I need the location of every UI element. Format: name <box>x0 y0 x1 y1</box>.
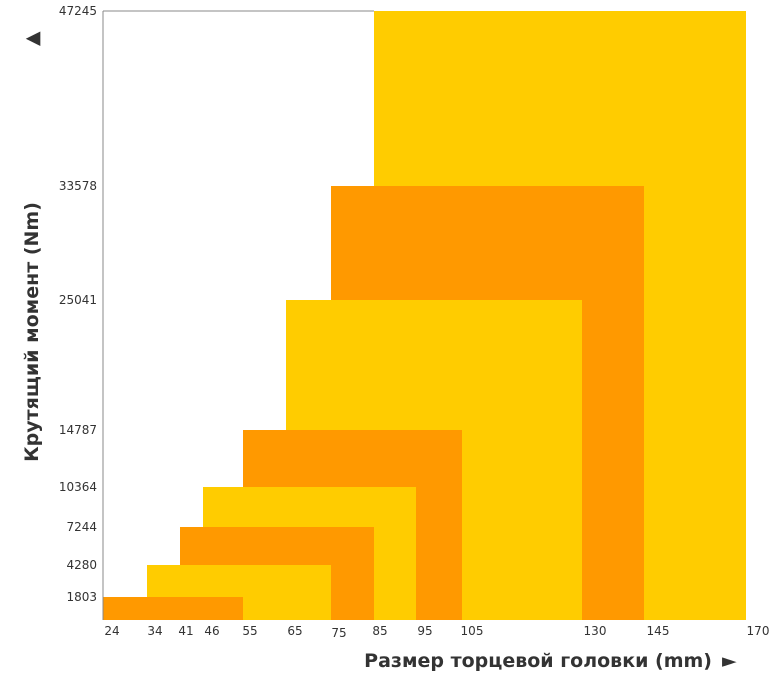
x-axis-arrow-icon: ► <box>722 650 737 672</box>
x-tick-label: 34 <box>147 624 162 638</box>
y-tick-label: 14787 <box>59 423 97 437</box>
axes-group <box>102 10 374 620</box>
bars-group <box>103 11 746 620</box>
x-tick-label: 95 <box>417 624 432 638</box>
x-tick-label: 46 <box>204 624 219 638</box>
y-tick-label: 1803 <box>66 590 97 604</box>
y-axis-arrow-icon: ▲ <box>21 31 43 46</box>
bar-55mm <box>103 597 243 620</box>
y-axis-title: Крутящий момент (Nm) <box>21 202 43 462</box>
x-tick-label: 65 <box>287 624 302 638</box>
x-tick-label: 145 <box>647 624 670 638</box>
x-tick-label: 170 <box>747 624 770 638</box>
y-tick-label: 47245 <box>59 4 97 18</box>
y-tick-label: 33578 <box>59 179 97 193</box>
x-tick-label: 105 <box>461 624 484 638</box>
y-axis-title-group: Крутящий момент (Nm) ▲ <box>21 31 43 462</box>
x-tick-labels: 24 34 41 46 55 65 75 85 95 105 130 145 170 <box>104 624 769 640</box>
x-tick-label: 130 <box>584 624 607 638</box>
x-axis-title: Размер торцевой головки (mm) <box>364 650 712 672</box>
y-tick-labels: 1803 4280 7244 10364 14787 25041 33578 47245 <box>59 4 97 604</box>
y-tick-label: 7244 <box>66 520 97 534</box>
x-tick-label: 55 <box>242 624 257 638</box>
x-tick-label: 24 <box>104 624 119 638</box>
y-tick-label: 4280 <box>66 558 97 572</box>
x-tick-label: 85 <box>372 624 387 638</box>
y-tick-label: 25041 <box>59 293 97 307</box>
y-tick-label: 10364 <box>59 480 97 494</box>
x-tick-label: 41 <box>178 624 193 638</box>
x-tick-label: 75 <box>331 626 346 640</box>
